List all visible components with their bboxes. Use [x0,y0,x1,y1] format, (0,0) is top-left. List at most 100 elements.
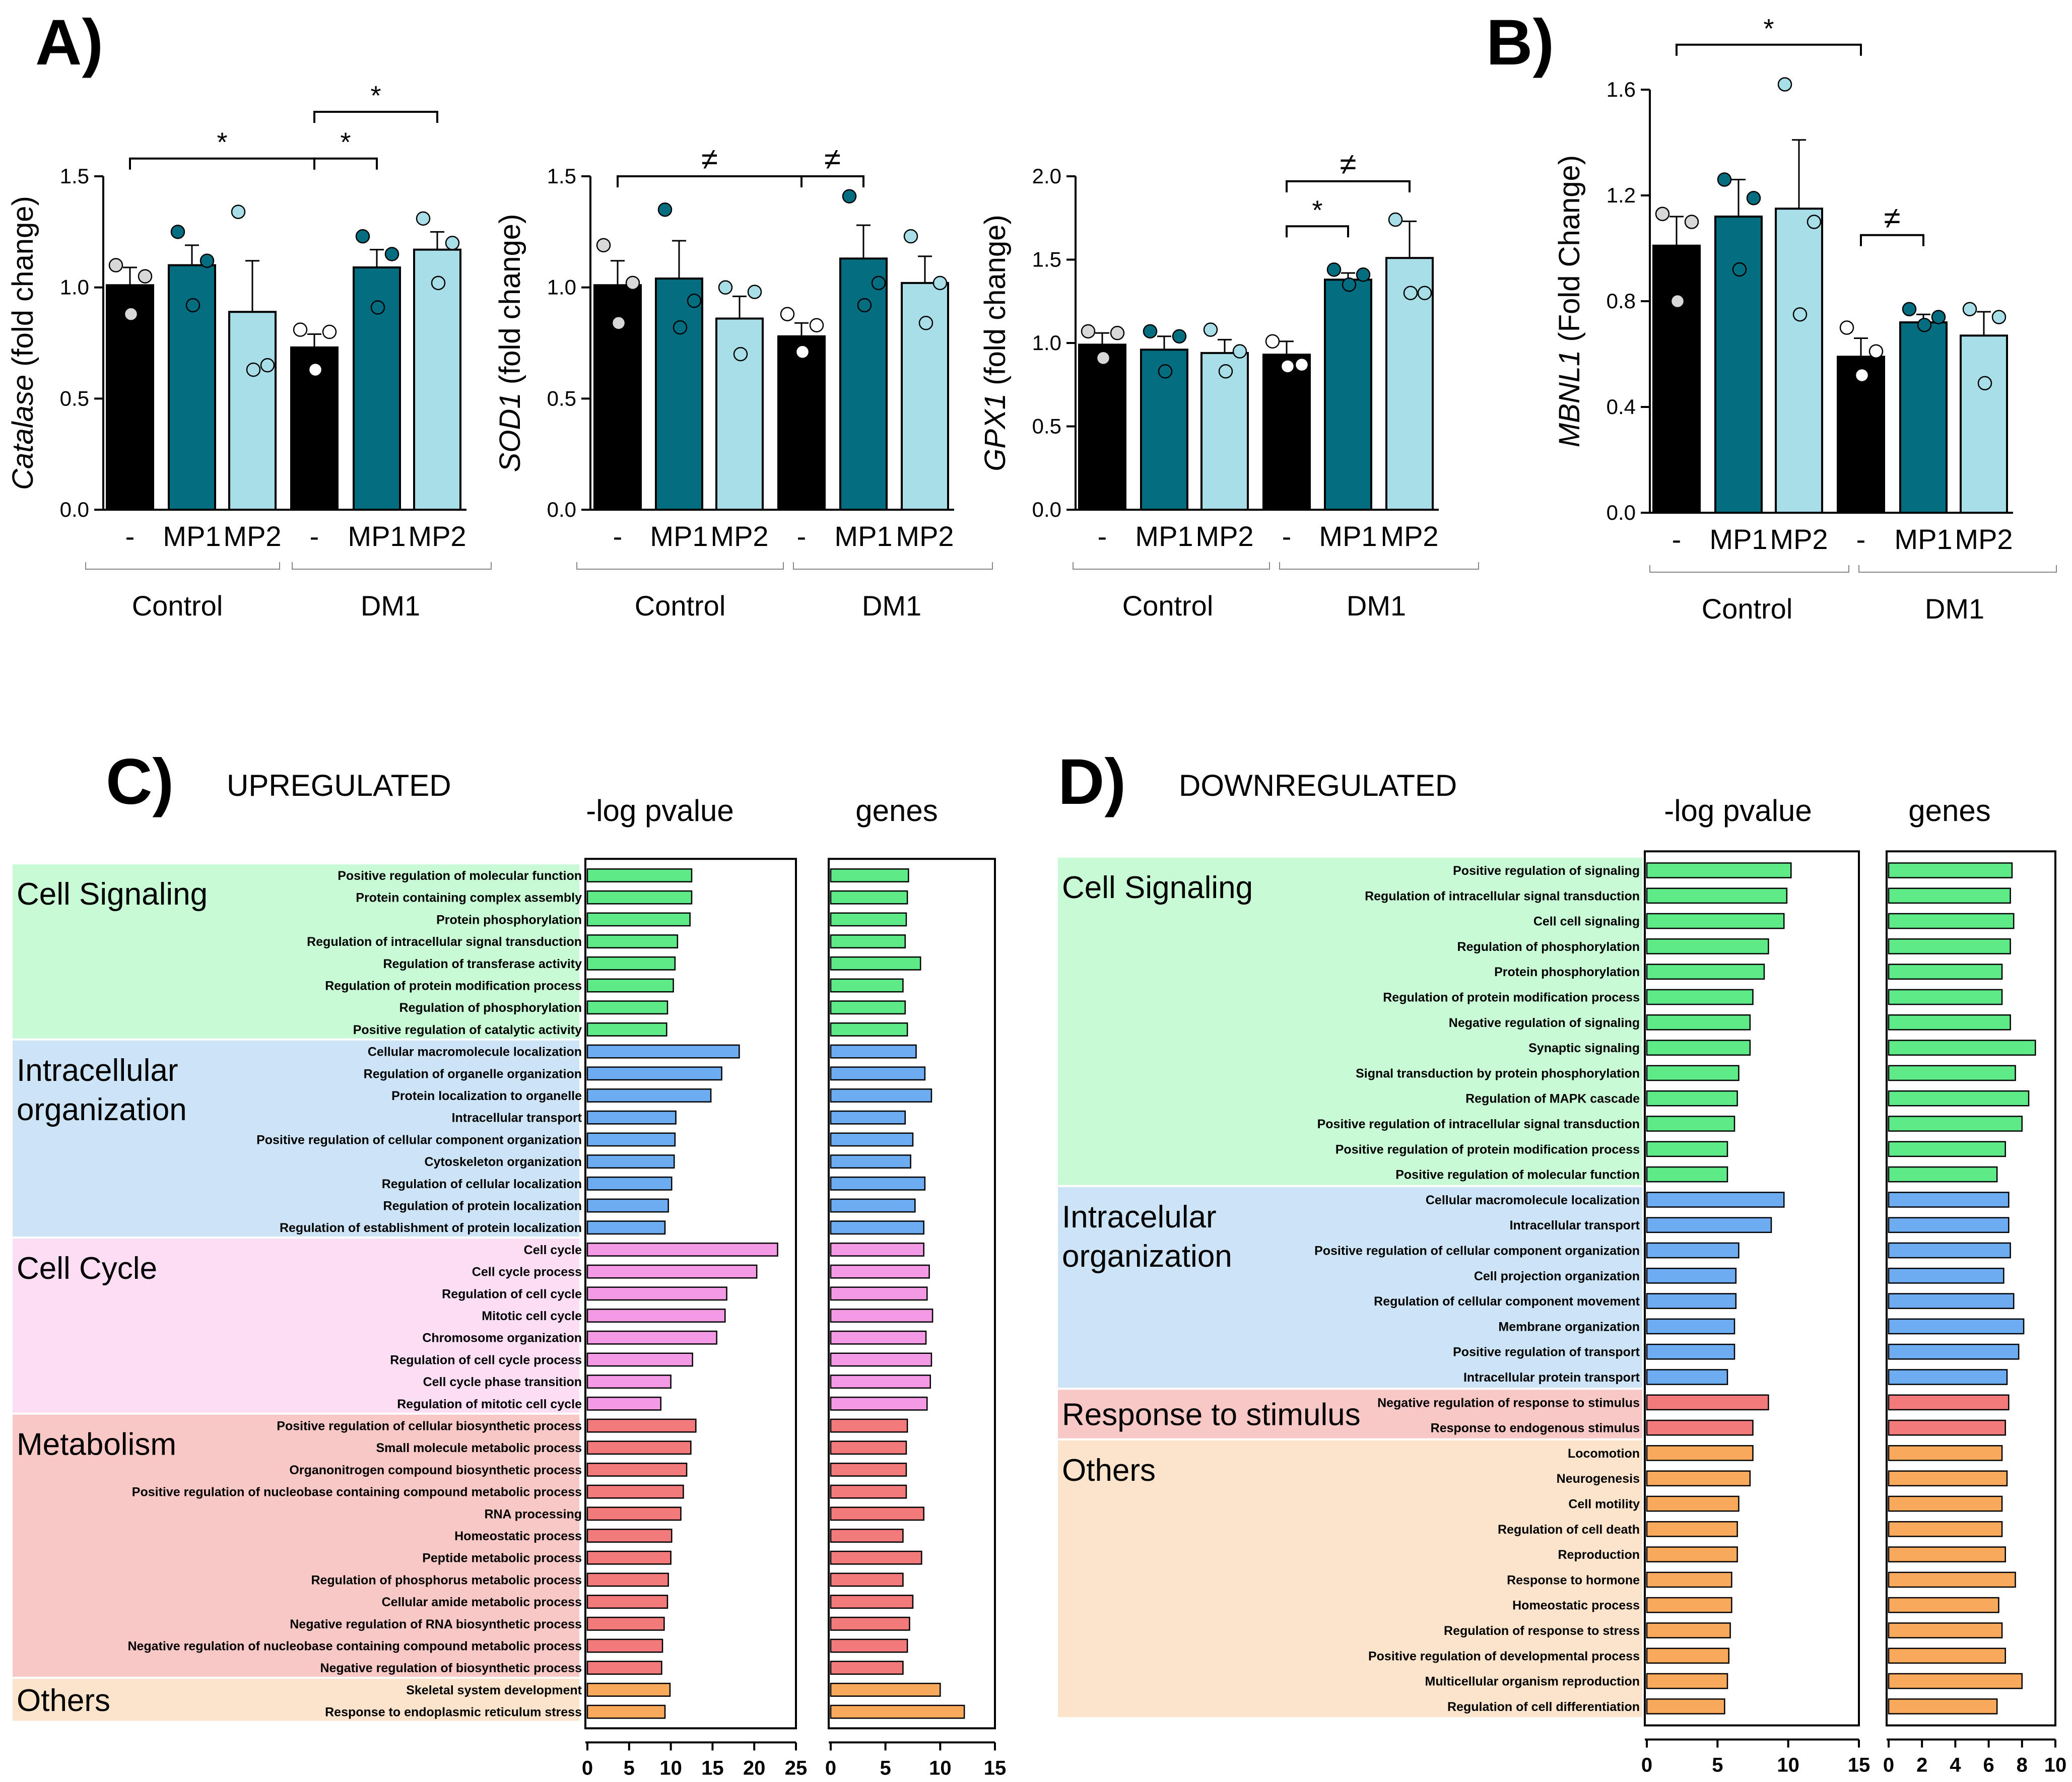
term-label: Response to hormone [1507,1573,1640,1587]
genes-x-tick-label: 10 [929,1757,952,1779]
genes-bar [830,1132,914,1147]
term-label: Organonitrogen compound biosynthetic pro… [289,1463,582,1477]
term-label: Negative regulation of biosynthetic proc… [320,1661,582,1675]
data-point [780,307,795,321]
pvalue-bar [586,1661,662,1675]
group-label: Control [1702,593,1793,625]
data-point [1158,364,1173,379]
y-tick-label: 0.8 [1607,289,1636,313]
term-label: Cell projection organization [1474,1269,1640,1283]
genes-bar [830,1572,904,1587]
pvalue-bar [1646,1673,1728,1689]
term-label: Cell cycle process [472,1265,582,1279]
term-label: Reproduction [1558,1548,1640,1562]
data-point [1962,302,1977,316]
term-label: Protein containing complex assembly [356,891,582,905]
data-point [733,347,748,362]
genes-x-tick-label: 2 [1916,1754,1927,1776]
data-point [1081,324,1096,339]
genes-bar [1888,1698,1998,1715]
term-label: Negative regulation of RNA biosynthetic … [290,1617,582,1631]
data-point [1326,262,1342,277]
x-tick-label: - [1672,523,1682,555]
category-band [1058,1390,1642,1438]
term-label: Regulation of cell differentiation [1447,1700,1640,1714]
pvalue-bar [1646,1571,1732,1588]
pvalue-bar [1646,1065,1740,1081]
term-label: Chromosome organization [422,1331,582,1345]
pvalue-bar [1646,1141,1728,1157]
x-tick-label: MP2 [223,520,281,552]
term-label: Signal transduction by protein phosphory… [1356,1066,1640,1080]
genes-bar [830,1595,914,1609]
category-band [13,1414,579,1677]
data-point [842,189,857,203]
genes-bar [830,1396,928,1411]
bar [1324,279,1372,511]
genes-bar [1888,1495,2003,1512]
data-point [170,225,185,239]
significance-mark: ≠ [824,142,841,176]
category-band [13,864,579,1039]
group-label: DM1 [361,590,420,622]
significance-bracket [313,111,438,123]
data-point [370,300,385,315]
pvalue-bar [1646,1318,1735,1335]
data-point [1854,368,1869,383]
data-point [747,285,762,299]
genes-bar [1888,1597,1999,1613]
column-header-genes: genes [855,794,938,828]
data-point [918,316,933,330]
bar [1899,321,1948,514]
category-label: Response to stimulus [1062,1397,1361,1432]
genes-bar [1888,1293,2015,1309]
data-point [138,269,153,284]
genes-bar [1888,1166,1998,1183]
genes-x-tick-label: 6 [1983,1754,1994,1776]
pvalue-frame [1644,850,1860,1727]
pvalue-x-tick-label: 5 [1712,1754,1723,1776]
genes-bar [830,1110,906,1125]
pvalue-bar [586,868,693,882]
category-label: Intracelular [1062,1200,1217,1235]
genes-bar [1888,1394,2010,1411]
pvalue-bar [1646,1419,1754,1436]
genes-bar [1888,1014,2011,1031]
x-tick-label: MP2 [710,520,768,552]
y-tick-label: 1.2 [1607,183,1636,207]
term-label: Multicellular organism reproduction [1425,1675,1640,1689]
pvalue-bar [586,1066,722,1081]
pvalue-bar [1646,1648,1730,1664]
x-tick-label: MP2 [408,520,466,552]
term-label: Cellular macromolecule localization [1426,1193,1640,1207]
group-label: Control [635,590,726,622]
term-label: Regulation of phosphorylation [1457,940,1640,954]
term-label: Regulation of protein modification proce… [325,979,582,993]
column-header-pvalue: -log pvalue [1664,794,1812,828]
x-tick-label: MP1 [1894,523,1952,555]
significance-mark: ≠ [1884,201,1901,235]
genes-bar [830,1264,930,1279]
significance-mark: ≠ [701,142,718,176]
bar [1652,244,1701,514]
group-bracket [576,562,784,570]
genes-bar [830,1462,907,1477]
genes-bar [1888,1065,2016,1081]
pvalue-bar [1646,1546,1738,1562]
bar [655,278,703,511]
bar [1775,208,1823,514]
term-label: Homeostatic process [454,1529,582,1543]
data-point [657,202,673,217]
term-label: Regulation of protein modification proce… [1383,991,1640,1005]
data-point [1417,286,1432,300]
term-label: Regulation of phosphorus metabolic proce… [311,1573,582,1587]
genes-bar [830,1506,924,1521]
pvalue-bar [586,1000,669,1015]
genes-bar [830,1309,933,1323]
y-tick-label: 2.0 [1032,164,1061,188]
data-point [1388,212,1403,227]
